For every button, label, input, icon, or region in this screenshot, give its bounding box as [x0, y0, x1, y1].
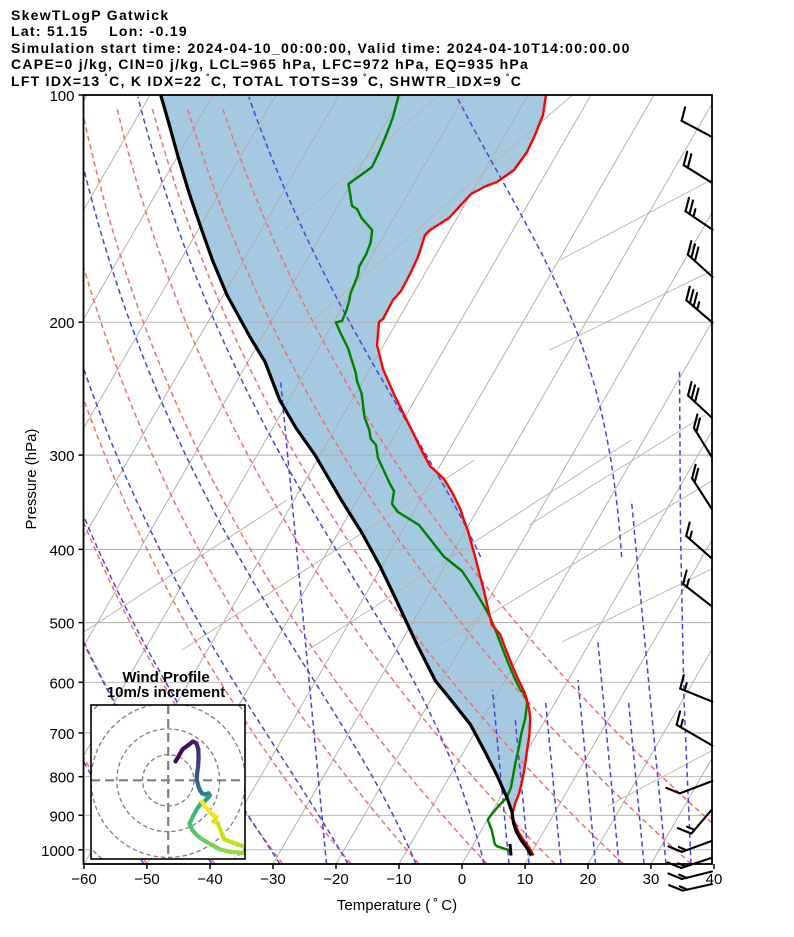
- svg-text:0: 0: [458, 871, 466, 888]
- svg-text:−60: −60: [71, 871, 96, 888]
- svg-text:−20: −20: [323, 871, 348, 888]
- svg-text:Temperature ( ˚ C): Temperature ( ˚ C): [337, 897, 457, 914]
- svg-text:800: 800: [49, 770, 74, 787]
- svg-text:900: 900: [49, 808, 74, 825]
- svg-text:600: 600: [49, 675, 74, 692]
- svg-text:100: 100: [49, 88, 74, 105]
- svg-text:Pressure (hPa): Pressure (hPa): [23, 429, 40, 530]
- svg-text:400: 400: [49, 542, 74, 559]
- svg-text:10: 10: [517, 871, 534, 888]
- svg-text:500: 500: [49, 616, 74, 633]
- svg-text:−40: −40: [197, 871, 222, 888]
- svg-text:10m/s increment: 10m/s increment: [107, 684, 225, 701]
- svg-text:20: 20: [580, 871, 597, 888]
- svg-text:Wind Profile: Wind Profile: [122, 669, 209, 686]
- svg-text:−10: −10: [386, 871, 411, 888]
- svg-text:30: 30: [643, 871, 660, 888]
- svg-text:40: 40: [706, 871, 723, 888]
- svg-text:300: 300: [49, 448, 74, 465]
- svg-text:200: 200: [49, 315, 74, 332]
- svg-text:1000: 1000: [41, 843, 74, 860]
- svg-text:−30: −30: [260, 871, 285, 888]
- svg-text:700: 700: [49, 726, 74, 743]
- svg-text:−50: −50: [134, 871, 159, 888]
